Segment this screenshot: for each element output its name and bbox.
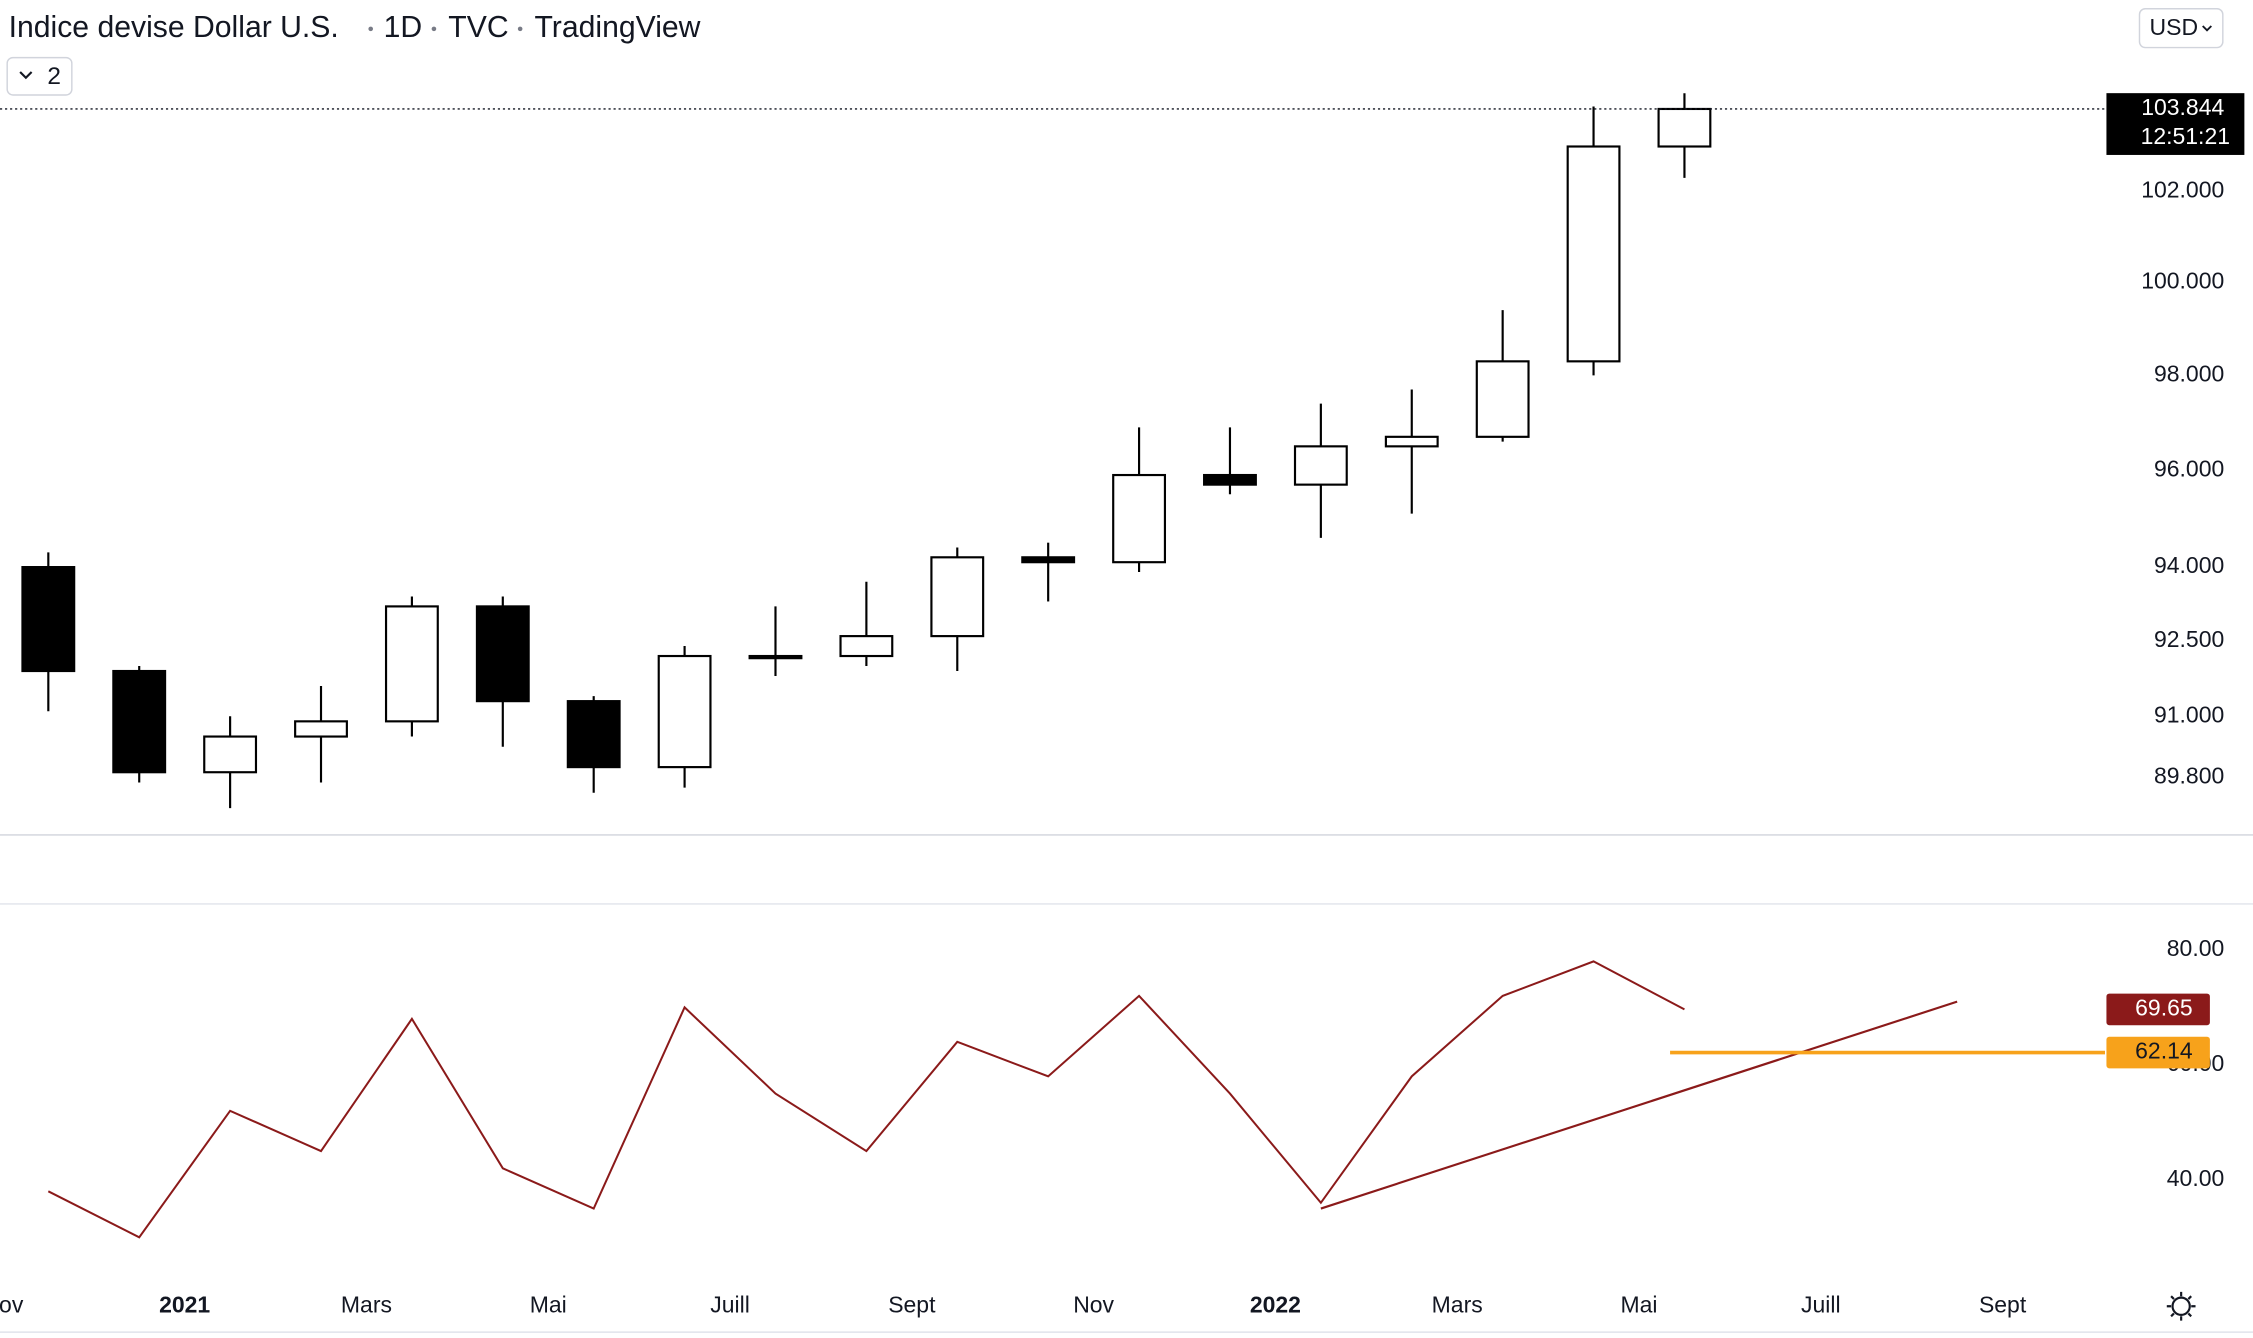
x-tick-label: Mars bbox=[341, 1291, 392, 1317]
marks bbox=[0, 93, 2106, 1239]
x-tick-label: 2022 bbox=[1250, 1291, 1301, 1317]
hline-label: 62.14 bbox=[2135, 1038, 2193, 1064]
y-tick-label: 94.000 bbox=[2154, 552, 2224, 578]
x-tick-label: 2021 bbox=[159, 1291, 210, 1317]
y-tick-label: 91.000 bbox=[2154, 701, 2224, 727]
x-tick-label: Mai bbox=[1620, 1291, 1657, 1317]
x-tick-label: Sept bbox=[1979, 1291, 2027, 1317]
y-tick-label: 40.00 bbox=[2167, 1165, 2224, 1191]
last-value-label: 69.65 bbox=[2135, 994, 2192, 1020]
currency: USD bbox=[2150, 14, 2199, 40]
last-price-label: 103.844 bbox=[2141, 94, 2224, 120]
candle-body bbox=[384, 605, 439, 723]
gear-icon bbox=[2171, 1296, 2191, 1316]
indicator-count: 2 bbox=[47, 63, 61, 90]
y-tick-label: 102.000 bbox=[2141, 176, 2224, 202]
rsi-line bbox=[47, 960, 1685, 1239]
candle-body bbox=[566, 700, 621, 769]
x-tick-label: Mai bbox=[530, 1291, 567, 1317]
candle-body bbox=[112, 669, 167, 774]
chevron-icon bbox=[2202, 25, 2212, 32]
separator bbox=[368, 26, 374, 32]
y-tick-label: 96.000 bbox=[2154, 455, 2224, 481]
candle-body bbox=[1293, 445, 1348, 486]
countdown: 12:51:21 bbox=[2141, 123, 2230, 149]
y-tick-label: 100.000 bbox=[2141, 268, 2224, 294]
candle-body bbox=[294, 720, 348, 738]
y-tick-label: 92.500 bbox=[2154, 626, 2224, 652]
chart-title: Indice devise Dollar U.S. bbox=[9, 11, 339, 44]
candle-body bbox=[475, 605, 530, 703]
candle-body bbox=[930, 556, 985, 638]
candle-body bbox=[657, 654, 712, 769]
candle-body bbox=[1021, 556, 1076, 564]
x-tick-label: Mars bbox=[1432, 1291, 1483, 1317]
value-box bbox=[2106, 993, 2210, 1026]
candle-body bbox=[203, 735, 258, 774]
settings-button[interactable] bbox=[2166, 1291, 2196, 1321]
last-price-box bbox=[2106, 93, 2245, 155]
y-tick-label: 98.000 bbox=[2154, 360, 2224, 386]
x-tick-label: Sept bbox=[888, 1291, 936, 1317]
source: TradingView bbox=[535, 11, 701, 44]
currency-button[interactable]: USD bbox=[2138, 8, 2224, 49]
candle-body bbox=[1384, 435, 1439, 448]
y-tick-label: 89.800 bbox=[2154, 762, 2224, 788]
separator bbox=[517, 26, 523, 32]
candle-body bbox=[1203, 473, 1257, 486]
interval: 1D bbox=[384, 11, 423, 44]
gear-teeth bbox=[2166, 1291, 2196, 1321]
trend-line bbox=[1320, 1000, 1958, 1210]
candle-body bbox=[839, 635, 894, 658]
exchange: TVC bbox=[448, 11, 508, 44]
separator bbox=[431, 26, 437, 32]
candle-body bbox=[1475, 360, 1530, 438]
button-frame bbox=[2138, 8, 2224, 49]
x-tick-label: Nov bbox=[1073, 1291, 1114, 1317]
chevron-icon bbox=[19, 71, 33, 80]
candle-body bbox=[1657, 107, 1712, 148]
x-tick-label: Juill bbox=[710, 1291, 750, 1317]
labels: Nov 2021 Mars Mai Juill Sept Nov 2022 Mars Mai Jui… bbox=[0, 93, 2245, 1317]
x-tick-label: Nov bbox=[0, 1291, 24, 1317]
indicators-toggle[interactable]: 2 bbox=[6, 56, 73, 96]
candle-body bbox=[21, 566, 76, 673]
hline-box bbox=[2106, 1036, 2210, 1069]
y-tick-label: 80.00 bbox=[2167, 935, 2224, 961]
candle-body bbox=[1566, 145, 1621, 363]
button-frame bbox=[6, 56, 73, 96]
x-tick-label: Juill bbox=[1801, 1291, 1841, 1317]
candle-body bbox=[1112, 473, 1167, 564]
candle-body bbox=[748, 654, 803, 660]
